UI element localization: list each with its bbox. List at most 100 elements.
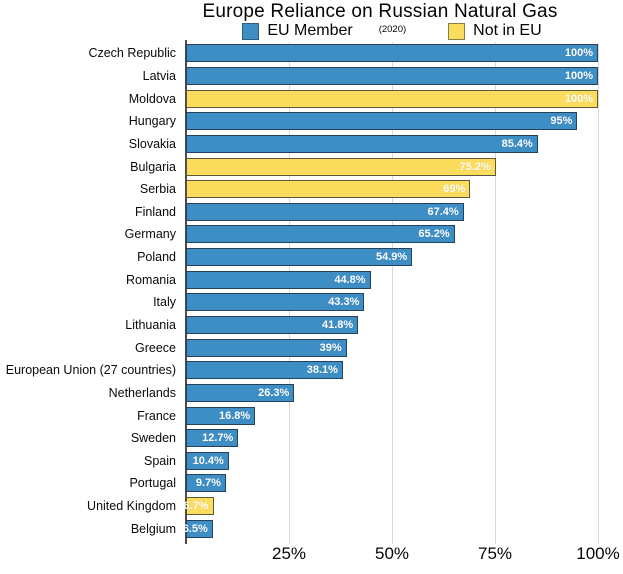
chart-row: Romania 44.8% [0, 268, 623, 291]
bar-track: 10.4% [186, 451, 598, 470]
chart-row: Slovakia 85.4% [0, 133, 623, 156]
category-label: Serbia [139, 182, 176, 197]
bar-track: 12.7% [186, 429, 598, 448]
bar: 41.8% [186, 316, 359, 334]
category-label: Lithuania [125, 318, 176, 332]
gridline-100 [598, 42, 599, 544]
value-label: 38.1% [306, 364, 338, 377]
bar: 39% [186, 338, 347, 357]
bar-track: 54.9% [186, 248, 598, 267]
category-label: Bulgaria [130, 159, 176, 174]
bar: 54.9% [186, 248, 413, 267]
bar-track: 6.5% [183, 519, 598, 538]
legend-label-not-in-eu: Not in EU [473, 22, 542, 39]
chart-row: Finland 67.4% [0, 200, 623, 223]
category-label: Greece [135, 340, 176, 355]
bar-track: 41.8% [186, 316, 598, 334]
bar-track: 67.4% [186, 202, 598, 221]
chart-row: Netherlands 26.3% [0, 382, 623, 405]
legend-swatch-eu-member [242, 22, 260, 40]
category-label: Czech Republic [88, 46, 176, 61]
bar-track: 69% [186, 180, 598, 199]
value-label: 69% [443, 183, 466, 196]
category-label: Moldova [128, 91, 176, 106]
value-label: 100% [564, 92, 593, 105]
chart-row: Lithuania 41.8% [0, 314, 623, 337]
category-label: European Union (27 countries) [5, 363, 176, 378]
bar: 6.7% [183, 497, 214, 516]
legend-label-eu-member: EU Member [267, 22, 353, 39]
legend-swatch-not-in-eu [448, 22, 466, 40]
bar-track: 85.4% [186, 134, 598, 153]
bar: 6.5% [183, 519, 213, 538]
bar: 95% [186, 112, 578, 131]
value-label: 75.2% [459, 160, 491, 173]
bar: 26.3% [186, 383, 295, 402]
value-label: 41.8% [322, 319, 354, 331]
chart-row: Latvia 100% [0, 65, 623, 88]
category-label: Germany [124, 227, 176, 242]
category-label: United Kingdom [87, 499, 176, 514]
x-tick-label-100: 100% [576, 544, 620, 563]
chart-row: Belgium 6.5% [0, 517, 623, 540]
category-label: Netherlands [108, 385, 176, 400]
value-label: 67.4% [427, 205, 459, 218]
bar: 44.8% [186, 270, 371, 289]
bar: 9.7% [186, 474, 226, 493]
value-label: 26.3% [258, 386, 290, 399]
chart-row: Moldova 100% [0, 87, 623, 110]
value-label: 6.7% [183, 500, 209, 513]
bar: 16.8% [186, 406, 256, 425]
category-label: Sweden [130, 431, 176, 446]
bar-track: 38.1% [186, 361, 598, 380]
value-label: 12.7% [202, 432, 234, 445]
bar-track: 9.7% [186, 474, 598, 493]
chart-row: Germany 65.2% [0, 223, 623, 246]
chart-row: Spain 10.4% [0, 450, 623, 473]
bar: 85.4% [186, 134, 538, 153]
gridline-25 [289, 42, 290, 544]
legend: EU Member (2020) Not in EU [186, 21, 598, 41]
x-tick-label-50: 50% [374, 544, 410, 563]
category-label: Slovakia [128, 136, 176, 151]
chart-row: Sweden 12.7% [0, 427, 623, 450]
bar: 100% [186, 66, 598, 85]
bar-track: 26.3% [186, 383, 598, 402]
value-label: 43.3% [328, 296, 360, 309]
bar-track: 95% [186, 112, 598, 131]
value-label: 65.2% [418, 228, 450, 241]
value-label: 85.4% [501, 137, 533, 150]
bars-layer: Czech Republic 100% Latvia 100% Moldova 100% H… [0, 42, 623, 540]
chart-row: Poland 54.9% [0, 246, 623, 269]
bar: 12.7% [186, 429, 239, 448]
bar-track: 39% [186, 338, 598, 357]
value-label: 16.8% [219, 409, 251, 422]
chart-row: European Union (27 countries) 38.1% [0, 359, 623, 382]
gridline-75 [495, 42, 496, 544]
category-label: Latvia [142, 68, 176, 83]
chart-row: Czech Republic 100% [0, 42, 623, 65]
category-label: Finland [135, 204, 176, 219]
bar: 38.1% [186, 361, 343, 380]
x-tick-label-75: 75% [477, 544, 513, 563]
bar: 10.4% [186, 451, 229, 470]
chart-row: United Kingdom 6.7% [0, 495, 623, 518]
bar: 65.2% [186, 225, 455, 244]
bar-track: 16.8% [186, 406, 598, 425]
x-tick-label-25: 25% [271, 544, 307, 563]
chart-row: Bulgaria 75.2% [0, 155, 623, 178]
bar: 75.2% [186, 157, 496, 176]
bar-track: 6.7% [183, 497, 598, 516]
bar-track: 100% [186, 66, 598, 85]
category-label: Spain [144, 453, 176, 468]
x-axis: 25% 50% 75% 100% [186, 544, 620, 568]
category-label: Poland [137, 250, 176, 265]
category-label: Hungary [128, 114, 176, 129]
chart-title: Europe Reliance on Russian Natural Gas [202, 1, 558, 22]
category-label: France [137, 408, 176, 423]
category-label: Belgium [130, 521, 176, 536]
value-label: 9.7% [195, 477, 221, 490]
chart-row: France 16.8% [0, 404, 623, 427]
bar-track: 44.8% [186, 270, 598, 289]
